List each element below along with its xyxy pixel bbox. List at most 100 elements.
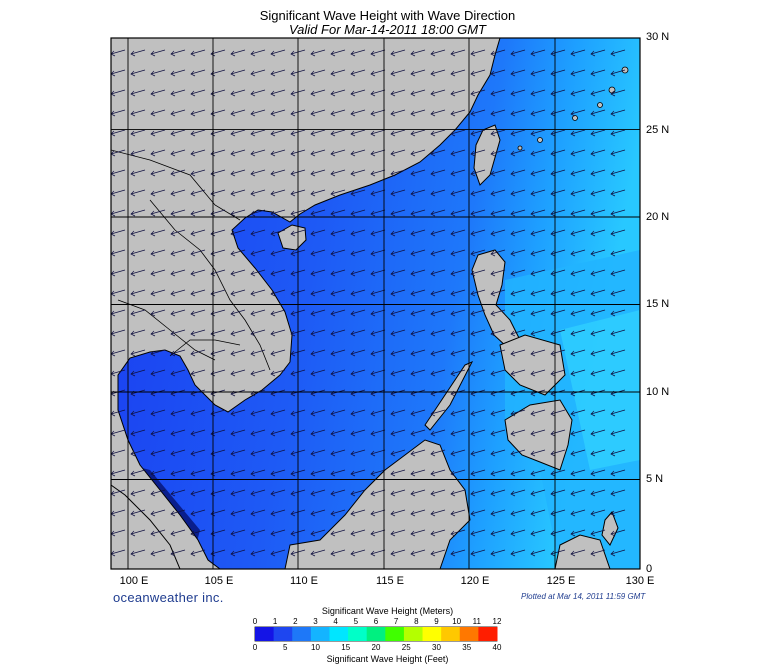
- wave-arrow-head: [570, 90, 576, 97]
- wave-arrow: [550, 429, 566, 435]
- wave-arrow: [430, 289, 446, 295]
- wave-arrow-head: [310, 230, 316, 237]
- wave-arrow: [450, 309, 466, 315]
- wave-arrow-head: [330, 410, 336, 417]
- wave-arrow: [550, 49, 566, 55]
- wave-arrow-head: [430, 490, 436, 497]
- colorbar: [254, 626, 498, 642]
- wave-arrow: [530, 229, 546, 235]
- wave-arrow: [550, 69, 566, 75]
- wave-arrow: [590, 489, 606, 495]
- wave-arrow-head: [150, 410, 156, 417]
- wave-arrow-head: [270, 450, 276, 457]
- wave-arrow: [550, 249, 566, 255]
- wave-arrow-head: [570, 50, 576, 57]
- wave-arrow: [610, 349, 626, 355]
- wave-arrow-head: [370, 470, 376, 477]
- wave-arrow-head: [430, 290, 436, 297]
- wave-arrow: [310, 489, 326, 495]
- wave-arrow-head: [130, 290, 136, 297]
- wave-arrow: [230, 169, 246, 175]
- wave-arrow-head: [350, 510, 356, 517]
- wave-arrow-head: [490, 150, 496, 157]
- wave-arrow: [530, 309, 546, 315]
- wave-arrow: [590, 69, 606, 75]
- wave-arrow-head: [490, 430, 496, 437]
- wave-arrow-head: [430, 550, 436, 557]
- wave-arrow: [410, 149, 426, 155]
- wave-arrow: [270, 469, 286, 475]
- wave-arrow-head: [490, 510, 496, 517]
- wave-arrow-head: [150, 230, 156, 237]
- wave-arrow-head: [510, 110, 516, 117]
- wave-arrow: [111, 249, 126, 255]
- wave-arrow-head: [430, 370, 436, 377]
- colorbar-meter-tick: 0: [252, 617, 258, 626]
- wave-arrow-head: [450, 430, 456, 437]
- wave-arrow: [470, 149, 486, 155]
- wave-arrow-head: [470, 190, 476, 197]
- wave-arrow-head: [510, 530, 516, 537]
- wave-arrow-head: [410, 170, 416, 177]
- wave-arrow-head: [470, 330, 476, 337]
- colorbar-meter-tick: 11: [472, 617, 481, 626]
- wave-arrow: [330, 309, 346, 315]
- colorbar-segment: [255, 627, 275, 641]
- wave-arrow: [150, 249, 166, 255]
- wave-arrow: [150, 429, 166, 435]
- wave-arrow-head: [470, 50, 476, 57]
- wave-arrow: [470, 549, 486, 555]
- wave-arrow-head: [610, 330, 616, 337]
- wave-arrow: [270, 129, 286, 135]
- wave-arrow: [470, 69, 486, 75]
- wave-arrow-head: [450, 150, 456, 157]
- wave-arrow-head: [330, 490, 336, 497]
- wave-arrow-head: [130, 90, 136, 97]
- wave-arrow-head: [430, 250, 436, 257]
- wave-arrow-head: [390, 270, 396, 277]
- lon-label: 125 E: [546, 575, 576, 587]
- wave-arrow: [310, 329, 326, 335]
- lon-label: 115 E: [376, 575, 404, 587]
- wave-arrow: [370, 229, 386, 235]
- wave-arrow-head: [370, 230, 376, 237]
- wave-arrow-head: [590, 410, 596, 417]
- wave-arrow: [270, 89, 286, 95]
- country-borders: [111, 149, 271, 371]
- colorbar-meter-tick: 12: [492, 617, 502, 626]
- wave-arrow-head: [510, 330, 516, 337]
- wave-arrow-head: [130, 250, 136, 257]
- wave-arrow: [490, 109, 506, 115]
- wave-arrow: [250, 249, 266, 255]
- wave-arrow-head: [570, 450, 576, 457]
- wave-arrow-head: [170, 210, 176, 217]
- wave-arrow: [150, 149, 166, 155]
- wave-arrow: [190, 249, 206, 255]
- wave-arrow: [270, 189, 286, 195]
- wave-arrow: [490, 249, 506, 255]
- wave-arrow: [150, 209, 166, 215]
- wave-arrow-head: [190, 210, 196, 217]
- wave-arrow-head: [290, 110, 296, 117]
- wave-arrow-head: [270, 470, 276, 477]
- wave-arrow-head: [610, 230, 616, 237]
- colorbar-meter-tick: 8: [414, 617, 419, 626]
- wave-arrow-head: [250, 190, 256, 197]
- wave-arrow: [370, 169, 386, 175]
- wave-arrow: [111, 229, 126, 235]
- wave-arrow-head: [150, 70, 156, 77]
- wave-arrow-head: [330, 110, 336, 117]
- wave-arrow-head: [530, 290, 536, 297]
- wave-arrow: [230, 429, 246, 435]
- wave-arrow-head: [570, 150, 576, 157]
- wave-arrow-head: [530, 110, 536, 117]
- wave-arrow-head: [170, 150, 176, 157]
- wave-arrow-head: [150, 170, 156, 177]
- wave-arrow-head: [230, 110, 236, 117]
- wave-arrow: [410, 349, 426, 355]
- wave-arrow-head: [430, 410, 436, 417]
- wave-arrow-head: [370, 310, 376, 317]
- wave-arrow: [470, 209, 486, 215]
- wave-arrow: [230, 349, 246, 355]
- wave-arrow: [570, 309, 586, 315]
